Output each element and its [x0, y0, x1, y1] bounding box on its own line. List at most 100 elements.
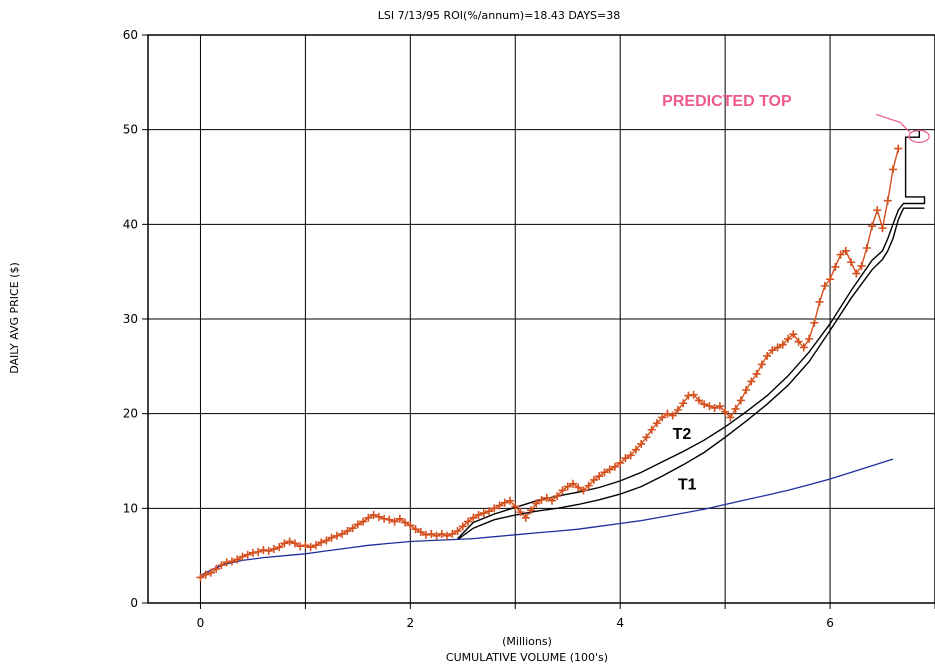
y-tick-label: 40 — [123, 217, 138, 231]
price-marker — [563, 482, 572, 491]
price-marker — [259, 545, 268, 554]
price-marker — [395, 514, 404, 523]
price-marker — [432, 531, 441, 540]
price-marker — [385, 515, 394, 524]
price-marker — [673, 405, 682, 414]
price-marker — [715, 402, 724, 411]
y-axis-label: DAILY AVG PRICE ($) — [8, 262, 21, 374]
price-marker — [700, 400, 709, 409]
price-marker — [537, 495, 546, 504]
y-tick-label: 10 — [123, 501, 138, 515]
price-marker — [374, 512, 383, 521]
x-tick-label: 6 — [826, 616, 834, 630]
price-marker — [254, 547, 263, 556]
plot-area — [142, 34, 935, 609]
price-marker — [652, 419, 661, 428]
x-tick-labels: 0 2 4 6 — [197, 616, 834, 630]
series-line-baseline — [200, 458, 894, 577]
price-marker — [411, 525, 420, 534]
price-marker — [574, 483, 583, 492]
price-marker — [637, 439, 646, 448]
price-marker — [201, 570, 210, 579]
y-tick-label: 0 — [130, 596, 138, 610]
price-marker — [784, 334, 793, 343]
price-marker — [579, 486, 588, 495]
y-tick-labels: 0 10 20 30 40 50 60 — [123, 28, 138, 610]
price-marker — [862, 244, 871, 252]
x-tick-label: 0 — [197, 616, 205, 630]
price-marker — [826, 275, 835, 284]
price-marker — [332, 531, 341, 540]
price-marker — [584, 481, 593, 490]
annotation-t2: T2 — [673, 426, 692, 443]
price-marker — [532, 499, 541, 508]
price-marker — [416, 528, 425, 536]
price-marker — [464, 517, 473, 526]
predicted-top-marker — [908, 129, 930, 143]
price-marker — [311, 541, 320, 550]
predicted-top-leader — [875, 113, 911, 133]
series-line-trend-t2 — [457, 129, 926, 540]
price-marker — [631, 445, 640, 454]
price-marker — [506, 496, 515, 505]
price-marker — [558, 486, 567, 495]
price-marker — [233, 555, 242, 564]
price-marker — [343, 527, 352, 536]
price-marker — [479, 509, 488, 518]
series-layer — [200, 129, 926, 579]
price-marker — [547, 496, 556, 505]
price-marker — [694, 396, 703, 405]
price-marker — [317, 538, 326, 547]
price-marker — [380, 514, 389, 523]
price-marker — [469, 513, 478, 522]
price-marker — [206, 568, 215, 577]
price-marker — [747, 377, 756, 386]
annotation-predicted-top: PREDICTED TOP — [662, 93, 792, 110]
price-marker — [511, 502, 520, 511]
price-marker — [799, 343, 808, 352]
price-marker — [868, 222, 877, 231]
price-marker — [448, 529, 457, 538]
price-marker — [443, 531, 452, 540]
price-marker — [264, 546, 273, 555]
price-marker — [736, 396, 745, 405]
price-marker — [778, 340, 787, 349]
price-marker — [616, 458, 625, 467]
price-marker — [364, 513, 373, 522]
price-marker — [847, 258, 856, 267]
price-marker — [301, 541, 310, 550]
price-marker — [327, 533, 336, 542]
price-marker — [820, 281, 829, 290]
grid — [142, 34, 935, 609]
y-tick-label: 50 — [123, 123, 138, 137]
price-marker — [794, 337, 803, 346]
price-marker — [390, 517, 399, 526]
price-marker — [852, 269, 861, 278]
price-marker — [348, 524, 357, 533]
price-marker — [721, 407, 730, 416]
price-marker — [401, 518, 410, 527]
price-marker — [422, 530, 431, 539]
price-marker — [658, 413, 667, 422]
y-tick-label: 60 — [123, 28, 138, 42]
price-marker — [269, 545, 278, 554]
price-marker — [238, 552, 247, 561]
price-marker — [642, 433, 651, 442]
price-marker — [789, 330, 798, 339]
price-marker — [836, 250, 845, 259]
price-marker — [306, 543, 315, 552]
price-marker — [212, 564, 221, 573]
y-tick-label: 20 — [123, 407, 138, 421]
price-marker — [296, 542, 305, 551]
price-marker — [831, 262, 840, 271]
price-marker — [600, 468, 609, 477]
price-marker — [889, 165, 898, 174]
price-markers — [196, 144, 903, 582]
price-marker — [427, 529, 436, 538]
price-marker — [894, 144, 903, 153]
price-marker — [553, 492, 562, 501]
price-marker — [589, 475, 598, 484]
price-marker — [815, 297, 824, 306]
price-marker — [217, 561, 226, 570]
